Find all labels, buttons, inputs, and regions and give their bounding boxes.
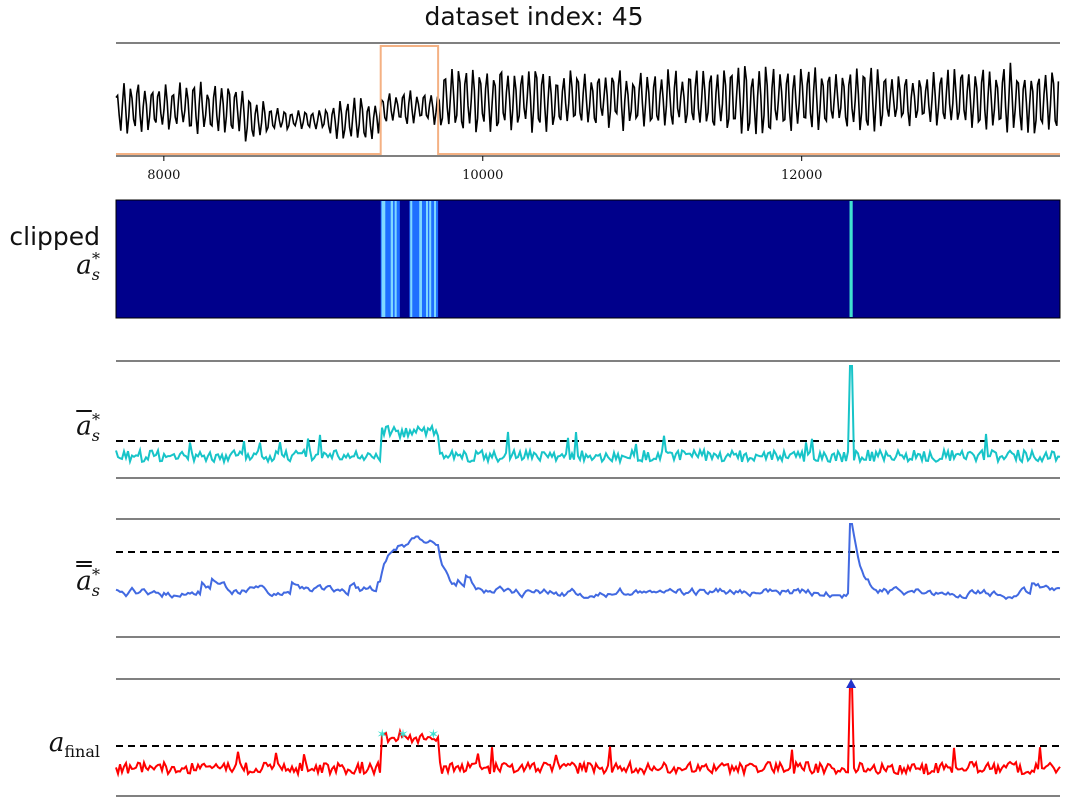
chart-title: dataset index: 45 <box>424 2 644 31</box>
x-tick-label-12000: 12000 <box>781 168 822 183</box>
heat-streak <box>410 201 413 317</box>
heat-band-1 <box>409 201 439 317</box>
mean-score-ylabel: as* <box>0 410 100 445</box>
x-axis-ticks: 8000 10000 12000 <box>147 156 822 183</box>
a-final-symbol: a <box>48 728 65 758</box>
peak-marker-2: ✶ <box>427 726 439 742</box>
heat-streak <box>381 201 384 317</box>
heatmap-bands <box>380 201 853 317</box>
sup-star: * <box>92 249 100 268</box>
x-tick-label-8000: 8000 <box>147 168 180 183</box>
sup-star-2: * <box>92 410 100 429</box>
mean-score-line <box>115 365 1061 466</box>
a-double-bar-symbol: a <box>76 566 92 597</box>
heatmap-background <box>115 199 1061 319</box>
heat-band-2 <box>849 201 853 317</box>
smoothed-score-line <box>115 523 1061 601</box>
heat-streak <box>391 201 394 317</box>
peak-marker-1: ✶ <box>397 726 409 742</box>
heat-streak <box>425 201 428 317</box>
smoothed-score-ylabel: as* <box>0 565 100 600</box>
heat-streak <box>394 201 397 317</box>
peak-marker-0: ✶ <box>376 726 388 742</box>
clipped-word: clipped <box>9 222 100 251</box>
sub-s-3: s <box>91 580 100 600</box>
heat-streak <box>429 201 432 317</box>
anomaly-window-outline <box>116 45 1060 155</box>
heatmap-ylabel: clipped as* <box>0 222 100 284</box>
a-s-star-label: as* <box>0 249 100 284</box>
sup-star-3: * <box>92 565 100 584</box>
detection-markers: ✶ ✶ ✶ <box>376 679 857 742</box>
final-score-ylabel: afinal <box>0 728 100 761</box>
heatmap-panel <box>115 199 1061 319</box>
final-score-line <box>115 683 1061 778</box>
x-tick-label-10000: 10000 <box>462 168 503 183</box>
heat-streak <box>434 201 437 317</box>
smoothed-score-panel <box>115 518 1061 638</box>
sub-final: final <box>64 742 100 762</box>
spike-marker <box>846 679 857 688</box>
final-score-panel: ✶ ✶ ✶ <box>115 678 1061 797</box>
sub-s: s <box>91 264 100 284</box>
sub-s-2: s <box>91 425 100 445</box>
a-bar-symbol: a <box>76 411 92 442</box>
mean-score-panel <box>115 360 1061 479</box>
heat-streak <box>419 201 422 317</box>
raw-signal-line <box>115 62 1060 142</box>
a-symbol: a <box>76 250 92 281</box>
raw-signal-panel: 8000 10000 12000 <box>115 42 1060 183</box>
heat-streak <box>382 201 385 317</box>
